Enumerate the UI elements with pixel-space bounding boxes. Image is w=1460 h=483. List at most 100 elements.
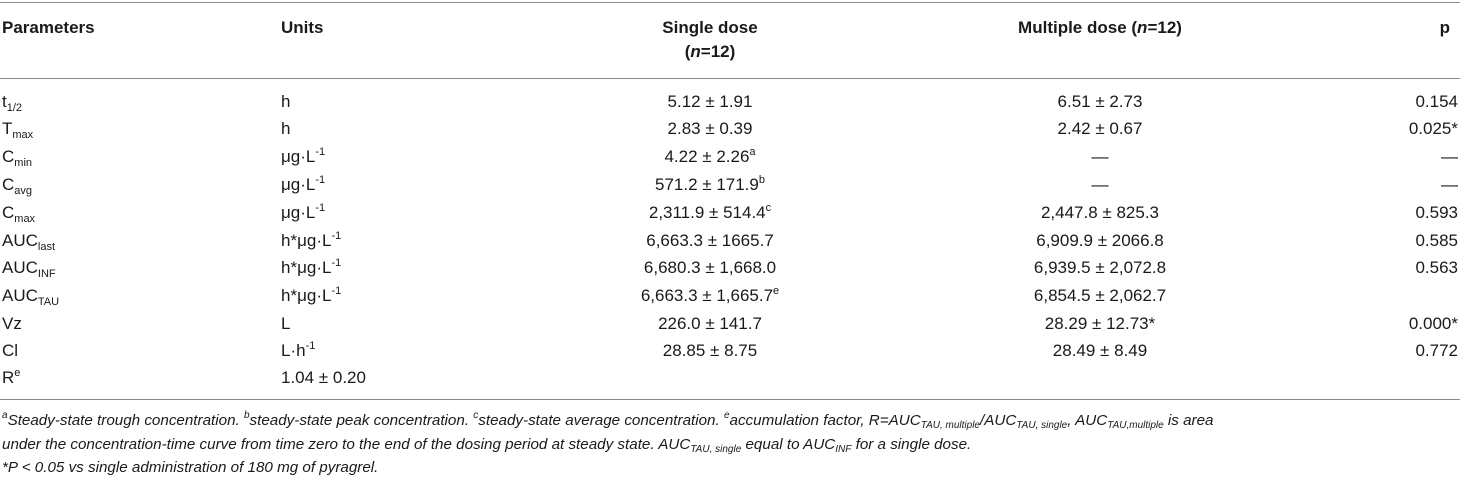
table-row: AUClast h*μg·L-1 6,663.3 ± 1665.7 6,909.9 ±…: [0, 228, 1460, 253]
cell-parameter: AUCINF: [2, 255, 56, 280]
header-single-dose: Single dose (n=12): [662, 18, 758, 61]
cell-parameter: t1/2: [2, 89, 22, 114]
cell-unit: L·h-1: [281, 338, 315, 363]
unit-text: μg·L: [281, 175, 316, 194]
cell-p-value: 0.772: [1415, 341, 1458, 360]
unit-superscript: -1: [305, 340, 316, 352]
cell-multiple-dose: 28.29 ± 12.73*: [1044, 314, 1156, 333]
single-dose-value: 4.22 ± 2.26: [664, 147, 750, 166]
table-row: Cavg μg·L-1 571.2 ± 171.9b — —: [0, 172, 1460, 197]
cell-p-value: 0.000*: [1408, 314, 1458, 333]
table-row: Cmax μg·L-1 2,311.9 ± 514.4c 2,447.8 ± 825.…: [0, 200, 1460, 225]
single-dose-value: 2.83 ± 0.39: [667, 119, 753, 138]
footnote-b-mark: b: [243, 410, 250, 421]
single-dose-value: 6,680.3 ± 1,668.0: [643, 258, 777, 277]
single-dose-value: 571.2 ± 171.9: [655, 175, 759, 194]
unit-text: μg·L: [281, 147, 316, 166]
cell-unit: μg·L-1: [281, 144, 325, 169]
footnote-sub: TAU,multiple: [1107, 420, 1164, 431]
cell-unit: 1.04 ± 0.20: [281, 365, 366, 390]
cell-multiple-dose: 6.51 ± 2.73: [1057, 92, 1143, 111]
cell-single-dose: 2,311.9 ± 514.4c: [560, 200, 860, 225]
cell-unit: μg·L-1: [281, 172, 325, 197]
unit-text: L·h: [281, 341, 306, 360]
cell-multiple-dose: 6,909.9 ± 2066.8: [1036, 231, 1164, 250]
header-multi-label: Multiple dose (: [1018, 18, 1138, 37]
cell-parameter: Cl: [2, 338, 18, 363]
footnote-sub: TAU, multiple: [920, 420, 980, 431]
cell-parameter: Cmax: [2, 200, 35, 225]
table-row: Vz L 226.0 ± 141.7 28.29 ± 12.73* 0.000*: [0, 311, 1460, 336]
cell-multiple-dose: 6,854.5 ± 2,062.7: [1033, 286, 1167, 305]
unit-superscript: -1: [331, 285, 342, 297]
cell-unit: h*μg·L-1: [281, 255, 341, 280]
cell-multiple-dose: —: [1091, 175, 1109, 194]
cell-parameter: Cavg: [2, 172, 32, 197]
footnote-a-mark: a: [2, 410, 8, 421]
parameter-symbol: C: [2, 175, 15, 194]
cell-single-dose: 226.0 ± 141.7: [560, 311, 860, 336]
parameter-symbol: AUC: [2, 286, 38, 305]
single-dose-value: 2,311.9 ± 514.4: [648, 203, 766, 222]
single-dose-value: 226.0 ± 141.7: [658, 314, 762, 333]
single-dose-value: 28.85 ± 8.75: [662, 341, 758, 360]
cell-single-dose: 5.12 ± 1.91: [560, 89, 860, 114]
table-row: AUCTAU h*μg·L-1 6,663.3 ± 1,665.7e 6,854.5 …: [0, 283, 1460, 308]
cell-parameter: Re: [2, 365, 20, 390]
parameter-superscript: e: [14, 367, 21, 379]
unit-superscript: -1: [315, 146, 326, 158]
cell-parameter: Tmax: [2, 116, 33, 141]
footnote-text: , AUC: [1067, 412, 1108, 429]
single-dose-footnote-mark: c: [765, 202, 772, 214]
cell-multiple-dose: 2.42 ± 0.67: [1057, 119, 1143, 138]
cell-single-dose: 6,680.3 ± 1,668.0: [560, 255, 860, 280]
cell-p-value: —: [1441, 175, 1458, 194]
parameter-symbol: R: [2, 368, 15, 387]
header-single-label: Single dose: [662, 18, 758, 37]
parameter-subscript: last: [37, 241, 56, 253]
table-row: Re 1.04 ± 0.20: [0, 365, 1460, 390]
header-rule: [0, 78, 1460, 79]
table-row: Cl L·h-1 28.85 ± 8.75 28.49 ± 8.49 0.772: [0, 338, 1460, 363]
parameter-subscript: min: [14, 157, 33, 169]
cell-multiple-dose: 2,447.8 ± 825.3: [1040, 203, 1160, 222]
cell-single-dose: 28.85 ± 8.75: [560, 338, 860, 363]
cell-single-dose: 6,663.3 ± 1,665.7e: [560, 283, 860, 308]
cell-unit: h: [281, 116, 290, 141]
header-multiple-dose: Multiple dose (n=12): [950, 16, 1250, 40]
header-p: p: [1439, 18, 1450, 37]
unit-text: h*μg·L: [281, 258, 332, 277]
parameter-subscript: TAU: [37, 296, 60, 308]
cell-p-value: 0.585: [1415, 231, 1458, 250]
unit-text: h*μg·L: [281, 231, 332, 250]
cell-parameter: AUCTAU: [2, 283, 59, 308]
table-row: Tmax h 2.83 ± 0.39 2.42 ± 0.67 0.025*: [0, 116, 1460, 141]
single-dose-footnote-mark: a: [749, 146, 756, 158]
footnote-e-mark: e: [723, 410, 730, 421]
parameter-symbol: C: [2, 147, 15, 166]
cell-unit: h*μg·L-1: [281, 283, 341, 308]
cell-unit: L: [281, 311, 290, 336]
table-row: t1/2 h 5.12 ± 1.91 6.51 ± 2.73 0.154: [0, 89, 1460, 114]
footnote-a: Steady-state trough concentration.: [7, 412, 244, 429]
cell-single-dose: 2.83 ± 0.39: [560, 116, 860, 141]
cell-parameter: Vz: [2, 311, 22, 336]
parameter-subscript: avg: [14, 185, 33, 197]
parameter-subscript: 1/2: [6, 102, 23, 114]
footnote-e: accumulation factor, R=AUC: [729, 412, 921, 429]
unit-text: h: [281, 119, 291, 138]
cell-parameter: AUClast: [2, 228, 55, 253]
footnote-text: for a single dose.: [851, 436, 972, 453]
table-row: Cmin μg·L-1 4.22 ± 2.26a — —: [0, 144, 1460, 169]
cell-multiple-dose: 6,939.5 ± 2,072.8: [1033, 258, 1167, 277]
unit-superscript: -1: [331, 230, 342, 242]
parameter-symbol: t: [2, 92, 7, 111]
unit-superscript: -1: [315, 202, 326, 214]
unit-superscript: -1: [331, 257, 342, 269]
parameter-symbol: Cl: [2, 341, 19, 360]
footnote-b: steady-state peak concentration.: [249, 412, 474, 429]
footnote-significance: *P < 0.05 vs single administration of 18…: [2, 459, 379, 476]
bottom-rule: [0, 399, 1460, 400]
unit-text: L: [281, 314, 291, 333]
